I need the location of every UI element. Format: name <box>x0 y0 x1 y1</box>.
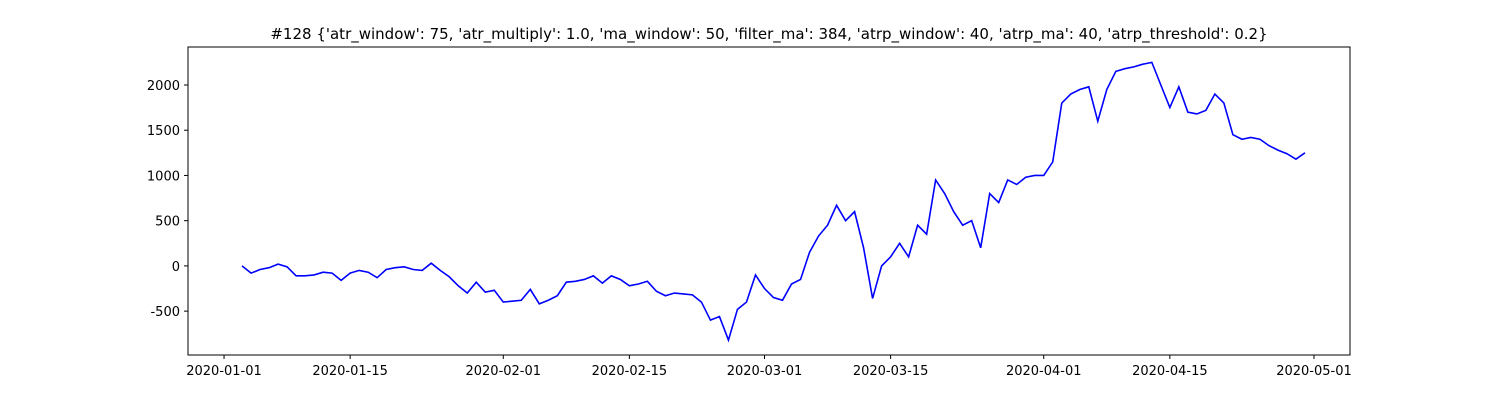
x-tick-label: 2020-03-01 <box>727 364 803 379</box>
line-series <box>241 61 1306 343</box>
x-tick-label: 2020-04-01 <box>1006 364 1082 379</box>
x-tick-label: 2020-02-01 <box>465 364 541 379</box>
x-tick-label: 2020-04-15 <box>1132 364 1208 379</box>
chart-title: #128 {'atr_window': 75, 'atr_multiply': … <box>270 25 1267 44</box>
x-tick-label: 2020-01-01 <box>186 364 262 379</box>
x-tick-label: 2020-03-15 <box>853 364 929 379</box>
x-tick-label: 2020-02-15 <box>592 364 668 379</box>
y-tick-label: 500 <box>155 215 180 230</box>
x-tick-label: 2020-01-15 <box>312 364 388 379</box>
y-tick-label: 2000 <box>147 79 180 94</box>
y-tick-label: 1000 <box>147 169 180 184</box>
y-tick-label: 0 <box>172 260 180 275</box>
x-tick-label: 2020-05-01 <box>1276 364 1352 379</box>
plot-frame <box>187 46 1351 356</box>
y-tick-label: 1500 <box>147 124 180 139</box>
y-tick-label: -500 <box>150 305 180 320</box>
